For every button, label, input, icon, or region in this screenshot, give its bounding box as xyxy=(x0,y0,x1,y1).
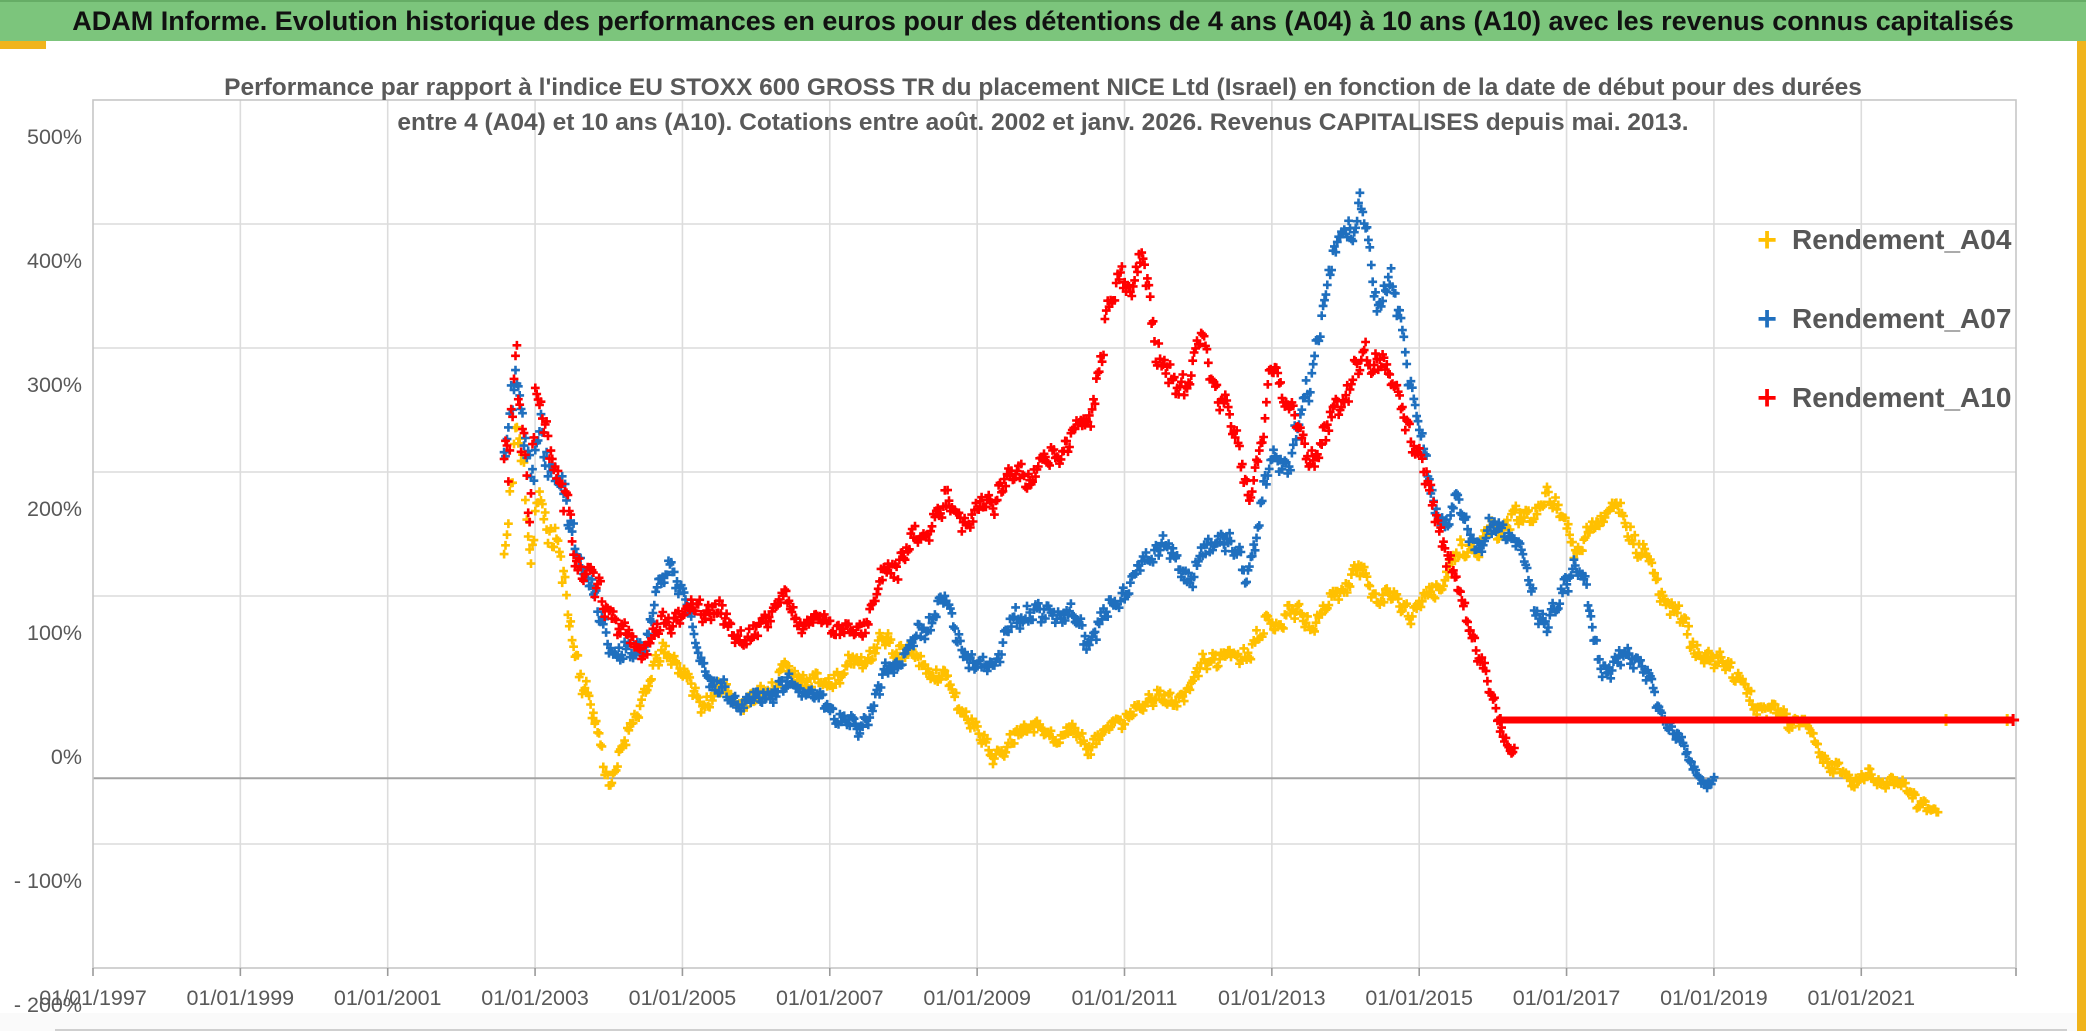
y-axis-tick-label: 100% xyxy=(27,621,82,645)
chart-sheet-title-bar: ADAM Informe. Evolution historique des p… xyxy=(0,0,2086,41)
y-axis-tick-label: 500% xyxy=(27,125,82,149)
y-axis-tick-label: 0% xyxy=(50,745,82,769)
y-axis-tick-label: 400% xyxy=(27,249,82,273)
legend-item-label: Rendement_A07 xyxy=(1792,302,2012,334)
x-axis-tick-label: 01/01/2003 xyxy=(481,986,589,1010)
series-rendement_a04-points xyxy=(499,422,1943,817)
y-axis-tick-label: 200% xyxy=(27,497,82,521)
plus-marker-icon: + xyxy=(1757,299,1777,338)
x-axis-tick-label: 01/01/2013 xyxy=(1218,986,1326,1010)
plus-marker-icon: + xyxy=(1757,378,1777,417)
x-axis-tick-label: 01/01/2019 xyxy=(1660,986,1768,1010)
x-axis-tick-label: 01/01/2011 xyxy=(1071,986,1178,1010)
right-accent-bar xyxy=(2077,41,2086,1031)
x-axis-tick-label: 01/01/1997 xyxy=(39,986,147,1010)
legend-item-rendement-a10: + Rendement_A10 xyxy=(1752,358,2032,437)
x-axis-tick-label: 01/01/2021 xyxy=(1807,986,1916,1010)
chart-subtitle: Performance par rapport à l'indice EU ST… xyxy=(0,70,2086,140)
x-axis-tick-label: 01/01/2007 xyxy=(775,986,884,1010)
legend-item-rendement-a04: + Rendement_A04 xyxy=(1752,200,2032,279)
page-title: ADAM Informe. Evolution historique des p… xyxy=(72,6,2014,36)
y-axis-tick-label: 300% xyxy=(27,373,82,397)
x-axis-tick-label: 01/01/2005 xyxy=(628,986,737,1010)
left-top-accent-bar xyxy=(0,41,46,49)
chart-subtitle-line2: entre 4 (A04) et 10 ans (A10). Cotations… xyxy=(397,109,1689,136)
bottom-strip-divider xyxy=(55,1029,2067,1031)
plus-marker-icon: + xyxy=(1757,220,1777,259)
legend-item-label: Rendement_A10 xyxy=(1792,381,2012,413)
performance-scatter-plot xyxy=(92,99,2020,976)
plot-border xyxy=(92,99,2017,969)
x-axis-tick-label: 01/01/2015 xyxy=(1365,986,1473,1010)
y-axis-tick-label: - 100% xyxy=(13,869,82,893)
x-axis-tick-label: 01/01/2017 xyxy=(1512,986,1621,1010)
chart-legend: + Rendement_A04 + Rendement_A07 + Rendem… xyxy=(1752,200,2032,437)
y-axis-tick-label: - 200% xyxy=(13,993,82,1017)
x-axis-tick-label: 01/01/1999 xyxy=(186,986,295,1010)
legend-item-label: Rendement_A04 xyxy=(1792,223,2012,255)
series-rendement_a10-zero-line-end-markers xyxy=(1494,714,2020,726)
series-rendement_a10-points xyxy=(499,248,1519,758)
chart-subtitle-line1: Performance par rapport à l'indice EU ST… xyxy=(224,74,1862,101)
legend-item-rendement-a07: + Rendement_A07 xyxy=(1752,279,2032,358)
x-axis-tick-label: 01/01/2001 xyxy=(333,986,442,1010)
x-axis-tick-label: 01/01/2009 xyxy=(923,986,1031,1010)
bottom-strip xyxy=(0,1013,2077,1031)
